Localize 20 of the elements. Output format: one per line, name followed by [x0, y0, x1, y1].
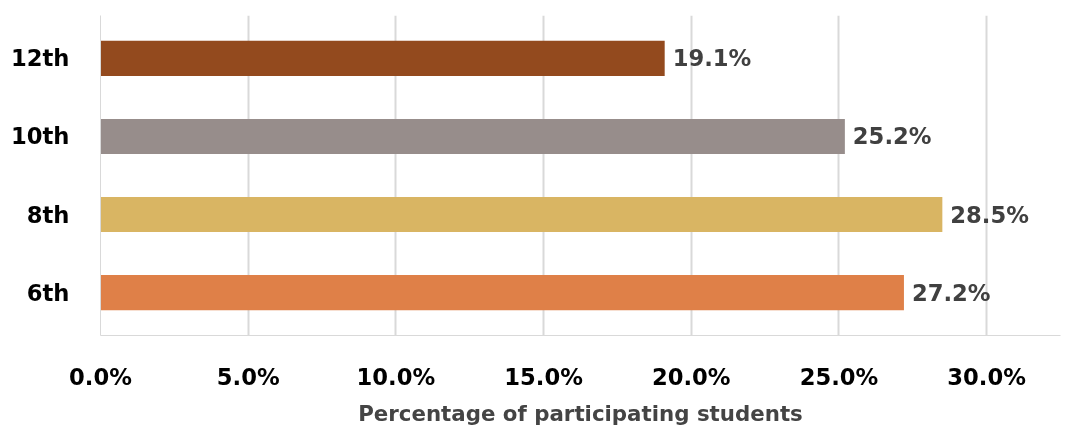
x-axis-title: Percentage of participating students: [358, 400, 803, 426]
x-tick-label: 25.0%: [799, 363, 879, 390]
y-tick-label: 12th: [11, 45, 70, 72]
x-tick-label: 10.0%: [356, 363, 436, 390]
bar: [100, 118, 845, 155]
data-label: 28.5%: [950, 201, 1029, 228]
data-label: 19.1%: [672, 45, 752, 72]
y-tick-label: 6th: [26, 279, 70, 306]
x-tick-label: 0.0%: [69, 363, 132, 390]
data-label: 25.2%: [852, 123, 932, 150]
y-tick-label: 8th: [26, 201, 70, 228]
x-tick-label: 15.0%: [504, 363, 583, 390]
x-tick-label: 30.0%: [947, 363, 1026, 390]
y-tick-label: 10th: [11, 123, 70, 150]
bar: [100, 196, 943, 233]
x-tick-label: 5.0%: [216, 363, 280, 390]
x-tick-label: 20.0%: [651, 363, 731, 390]
bar: [100, 40, 665, 76]
data-label: 27.2%: [911, 279, 991, 306]
bar: [100, 275, 904, 311]
